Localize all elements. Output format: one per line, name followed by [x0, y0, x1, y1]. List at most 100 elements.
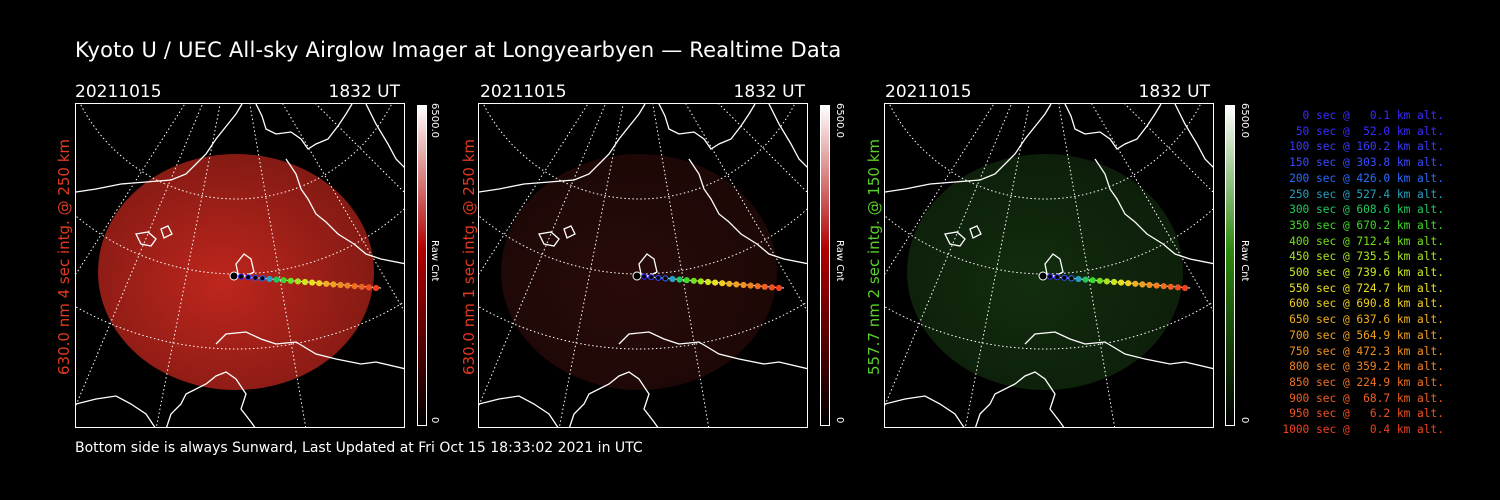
colorbar: [820, 105, 830, 426]
trajectory-point: [330, 281, 337, 288]
trajectory-point: [280, 277, 287, 284]
trajectory-point: [676, 276, 683, 283]
trajectory-point: [1125, 280, 1132, 287]
trajectory-point: [726, 280, 733, 287]
colorbar-max-label: 6500.0: [1239, 103, 1250, 138]
trajectory-point: [358, 283, 365, 290]
panel-time: 1832 UT: [733, 82, 806, 102]
allsky-image-630-1s: [478, 103, 808, 428]
trajectory-point: [344, 282, 351, 289]
legend-entry: 700 sec @ 564.9 km alt.: [1289, 328, 1444, 342]
trajectory-point: [1160, 283, 1167, 290]
trajectory-point: [641, 273, 648, 280]
trajectory-point: [733, 281, 740, 288]
trajectory-point: [1089, 277, 1096, 284]
trajectory-point: [1068, 275, 1075, 282]
trajectory-point: [309, 279, 316, 286]
trajectory-point: [1054, 274, 1061, 281]
trajectory-point: [301, 278, 309, 286]
trajectory-point: [1139, 281, 1146, 288]
colorbar-max-label: 6500.0: [429, 103, 440, 138]
trajectory-track: [1038, 271, 1191, 292]
colorbar-unit-label: Raw Cnt: [429, 240, 440, 282]
trajectory-point: [761, 283, 768, 290]
trajectory-point: [337, 281, 344, 289]
coastlines: [76, 104, 404, 427]
trajectory-point: [754, 283, 761, 290]
allsky-map-svg: [76, 104, 404, 427]
legend-entry: 350 sec @ 670.2 km alt.: [1289, 218, 1444, 232]
trajectory-point: [1110, 278, 1118, 286]
trajectory-track: [229, 271, 382, 292]
trajectory-point: [683, 277, 690, 284]
colorbar: [1225, 105, 1235, 426]
trajectory-point: [1047, 273, 1054, 280]
trajectory-point: [719, 280, 726, 287]
colorbar: [417, 105, 427, 426]
trajectory-point: [648, 274, 655, 281]
panel-side-label: 630.0 nm 1 sec intg. @ 250 km: [460, 138, 478, 375]
panel-side-label: 630.0 nm 4 sec intg. @ 250 km: [55, 138, 73, 375]
colorbar-min-label: 0: [834, 417, 845, 424]
legend-entry: 650 sec @ 637.6 km alt.: [1289, 313, 1444, 327]
trajectory-point: [1167, 283, 1174, 290]
trajectory-point: [238, 273, 245, 280]
panel-date: 20211015: [480, 82, 567, 102]
trajectory-point: [1082, 276, 1089, 283]
legend-entry: 300 sec @ 608.6 km alt.: [1289, 203, 1444, 217]
trajectory-point: [245, 274, 252, 281]
trajectory-point: [1118, 279, 1125, 286]
trajectory-point: [266, 275, 273, 283]
legend-entry: 950 sec @ 6.2 km alt.: [1289, 407, 1444, 421]
trajectory-point: [1038, 271, 1048, 281]
trajectory-point: [1132, 280, 1139, 287]
trajectory-point: [1103, 278, 1110, 285]
legend-entry: 550 sec @ 724.7 km alt.: [1289, 281, 1444, 295]
legend-entry: 200 sec @ 426.0 km alt.: [1289, 171, 1444, 185]
trajectory-point: [1096, 277, 1103, 284]
legend-entry: 400 sec @ 712.4 km alt.: [1289, 234, 1444, 248]
legend-entry: 500 sec @ 739.6 km alt.: [1289, 266, 1444, 280]
trajectory-point: [259, 275, 266, 282]
panel-date: 20211015: [75, 82, 162, 102]
trajectory-point: [1061, 274, 1068, 281]
legend-entry: 600 sec @ 690.8 km alt.: [1289, 297, 1444, 311]
trajectory-track: [632, 271, 785, 292]
trajectory-point: [740, 281, 747, 289]
legend-entry: 750 sec @ 472.3 km alt.: [1289, 344, 1444, 358]
colorbar-max-label: 6500.0: [834, 103, 845, 138]
allsky-map-svg: [479, 104, 807, 427]
trajectory-point: [655, 274, 662, 281]
legend-entry: 0 sec @ 0.1 km alt.: [1302, 109, 1444, 122]
trajectory-point: [690, 277, 697, 284]
allsky-image-5577-2s: [884, 103, 1214, 428]
colorbar-unit-label: Raw Cnt: [1239, 240, 1250, 282]
trajectory-point: [1075, 275, 1082, 283]
trajectory-point: [351, 283, 358, 290]
panel-time: 1832 UT: [1138, 82, 1211, 102]
trajectory-point: [1153, 282, 1160, 289]
trajectory-point: [1146, 281, 1153, 289]
trajectory-point: [323, 280, 330, 287]
trajectory-point: [273, 276, 280, 283]
legend-entry: 800 sec @ 359.2 km alt.: [1289, 360, 1444, 374]
trajectory-point: [747, 282, 754, 289]
colorbar-min-label: 0: [429, 417, 440, 424]
legend-entry: 850 sec @ 224.9 km alt.: [1289, 375, 1444, 389]
panel-time: 1832 UT: [328, 82, 401, 102]
colorbar-min-label: 0: [1239, 417, 1250, 424]
trajectory-point: [1181, 284, 1189, 292]
panel-side-label: 557.7 nm 2 sec intg. @ 150 km: [865, 138, 883, 375]
panel-date: 20211015: [885, 82, 972, 102]
trajectory-point: [768, 284, 775, 291]
trajectory-legend: 0 sec @ 0.1 km alt. 50 sec @ 52.0 km alt.…: [1262, 108, 1444, 438]
coastlines: [885, 104, 1213, 427]
allsky-image-630-4s: [75, 103, 405, 428]
trajectory-point: [294, 278, 301, 285]
trajectory-point: [632, 271, 642, 281]
trajectory-point: [775, 284, 783, 292]
trajectory-point: [365, 284, 372, 291]
trajectory-point: [252, 274, 259, 281]
legend-entry: 150 sec @ 303.8 km alt.: [1289, 156, 1444, 170]
trajectory-point: [316, 280, 323, 287]
